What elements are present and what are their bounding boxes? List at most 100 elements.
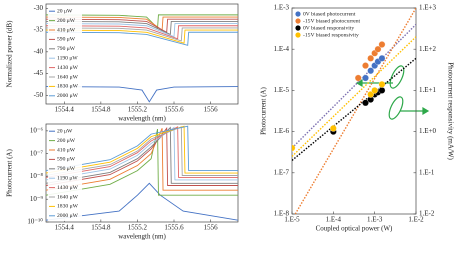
data-point xyxy=(367,67,375,75)
legend-box xyxy=(294,9,382,39)
plot-area xyxy=(46,14,238,103)
fit-line xyxy=(292,23,416,149)
plot-frame xyxy=(45,3,239,105)
series-line xyxy=(46,25,238,40)
x-tick-label: 1554.4 xyxy=(55,224,75,232)
legend-label: 590 μW xyxy=(57,157,76,163)
y-tick-label: 1.E-3 xyxy=(274,4,290,12)
legend-marker xyxy=(295,25,301,31)
data-point xyxy=(367,91,375,98)
legend-label: 200 μW xyxy=(57,138,76,144)
legend-label: 2000 μW xyxy=(57,93,79,99)
y2-tick-label: 1.E+0 xyxy=(419,127,436,135)
legend-label: 1640 μW xyxy=(57,74,79,80)
data-point xyxy=(329,124,337,132)
y-axis-label: Photocurrent (A) xyxy=(6,149,14,197)
data-point xyxy=(378,54,386,62)
data-point xyxy=(367,54,375,62)
y-tick-label: 10⁻⁹ xyxy=(30,195,44,203)
annotations xyxy=(355,65,430,120)
series-line xyxy=(46,125,238,174)
data-point xyxy=(362,62,369,69)
legend-label: 20 μW xyxy=(57,128,73,134)
y-tick-label: 1.E-5 xyxy=(274,86,290,94)
x-tick-label: 1554.8 xyxy=(91,106,111,114)
y-tick-label: 1.E-7 xyxy=(274,168,290,176)
series-line xyxy=(46,126,238,181)
legend-label: 0V biased responsivity xyxy=(303,25,354,31)
y2-tick-label: 1.E-2 xyxy=(419,210,435,218)
data-point xyxy=(374,45,382,53)
legend-marker xyxy=(295,11,301,17)
y-tick-label: -35 xyxy=(34,26,44,34)
legend-label: 1190 μW xyxy=(57,55,78,61)
series-line xyxy=(46,27,238,42)
series-line xyxy=(46,18,238,33)
data-point xyxy=(362,99,369,107)
y2-axis-label: Photocurrent responsivity (mA/W) xyxy=(446,62,454,160)
legend-label: 790 μW xyxy=(57,46,76,52)
legend-label: 1830 μW xyxy=(57,204,79,210)
x-tick-label: 1555.2 xyxy=(128,106,148,114)
fit-line xyxy=(294,8,416,214)
x-tick-label: 1.E-5 xyxy=(284,216,300,224)
legend-label: 1430 μW xyxy=(57,185,79,191)
y-tick-label: 1.E-4 xyxy=(274,45,290,53)
series-line xyxy=(46,128,238,191)
x-tick-label: 1.E-2 xyxy=(408,216,424,224)
data-point xyxy=(378,41,386,48)
legend-label: 410 μW xyxy=(57,27,76,33)
series-line xyxy=(46,125,238,172)
x-tick-label: 1555.6 xyxy=(164,106,184,114)
legend-label: 20 μW xyxy=(57,8,73,14)
y2-tick-label: 1.E+1 xyxy=(419,86,436,94)
legend-label: 0V biased photocurrent xyxy=(303,11,356,17)
x-tick-label: 1556 xyxy=(204,106,219,114)
x-axis-label: Coupled optical power (W) xyxy=(316,225,393,233)
plot-area xyxy=(46,125,238,221)
x-tick-label: 1555.2 xyxy=(128,224,148,232)
data-point xyxy=(378,81,386,88)
series-line xyxy=(46,126,238,186)
legend-label: -15V biased responsivity xyxy=(303,32,359,38)
legend-box xyxy=(48,5,82,101)
data-point xyxy=(292,144,296,152)
x-tick-label: 1555.6 xyxy=(164,224,184,232)
legend-marker xyxy=(295,32,301,38)
y-tick-label: 10⁻⁶ xyxy=(30,126,44,134)
legend-marker xyxy=(295,18,301,24)
plot-frame xyxy=(291,7,417,215)
legend-label: 1190 μW xyxy=(57,175,78,181)
series-line xyxy=(46,16,238,31)
x-axis-label: wavelength (nm) xyxy=(118,233,166,241)
x-tick-label: 1.E-3 xyxy=(367,216,383,224)
y-tick-label: 1.E-8 xyxy=(274,210,290,218)
y2-tick-label: 1.E-1 xyxy=(419,168,435,176)
series-line xyxy=(46,14,238,29)
highlight-ellipse xyxy=(389,65,405,89)
series-line xyxy=(46,86,238,103)
y-tick-label: -40 xyxy=(34,47,44,55)
data-point xyxy=(354,74,362,82)
data-point xyxy=(362,74,369,82)
series-line xyxy=(46,20,238,36)
series-line xyxy=(46,126,238,184)
y-tick-label: 10⁻¹⁰ xyxy=(27,218,43,226)
y-tick-label: -45 xyxy=(34,69,44,77)
x-tick-label: 1.E-4 xyxy=(326,216,342,224)
legend-label: 1640 μW xyxy=(57,194,79,200)
y-tick-label: 1.E-6 xyxy=(274,127,290,135)
arrow-head xyxy=(422,106,430,116)
x-tick-label: 1556 xyxy=(204,224,219,232)
highlight-ellipse xyxy=(388,96,404,120)
x-tick-label: 1554.8 xyxy=(91,224,111,232)
series-line xyxy=(46,128,238,196)
series-line xyxy=(46,126,238,178)
x-tick-label: 1554.4 xyxy=(55,106,75,114)
x-axis-label: wavelength (nm) xyxy=(118,115,166,123)
data-point xyxy=(378,87,386,94)
legend-label: 1430 μW xyxy=(57,65,79,71)
y2-tick-label: 1.E+2 xyxy=(419,45,436,53)
legend-label: -15V biased photocurrent xyxy=(303,18,361,24)
